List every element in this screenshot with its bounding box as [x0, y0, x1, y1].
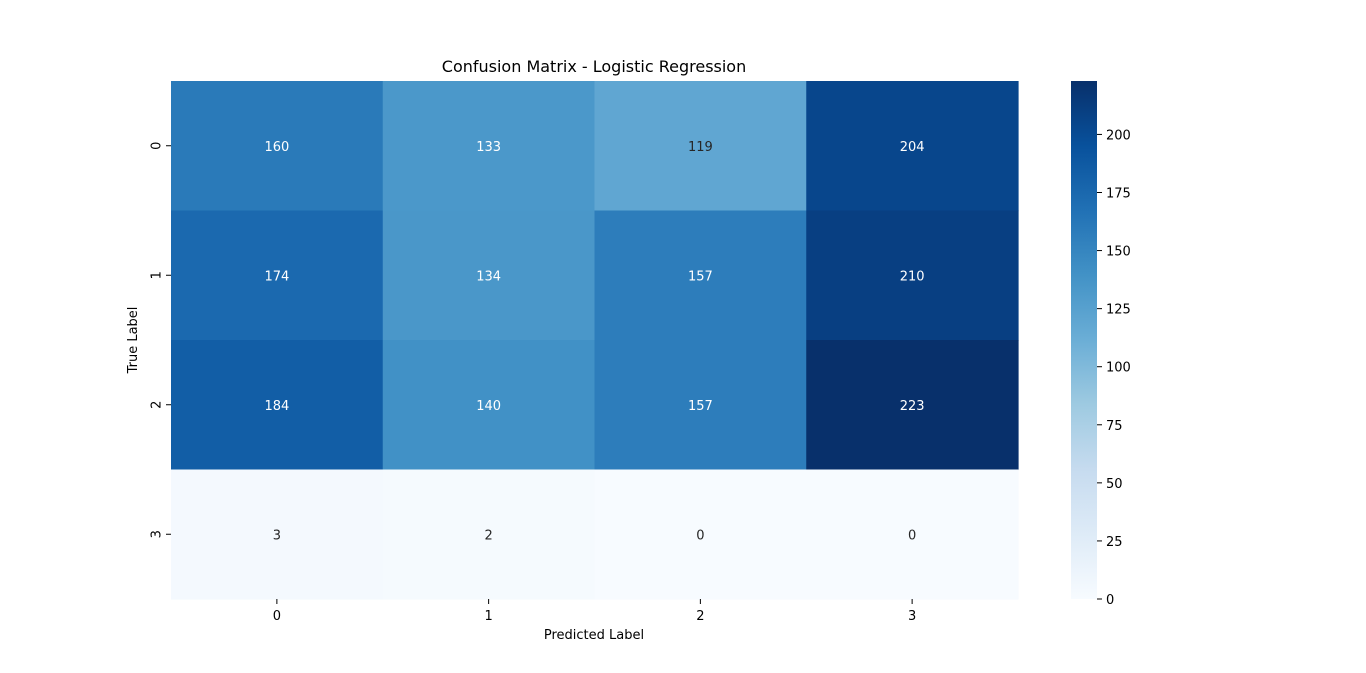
y-tick-label-2: 2 [150, 401, 165, 409]
cell-annotation-1-3: 210 [900, 269, 925, 284]
colorbar-tick-label-1: 25 [1106, 535, 1123, 550]
cell-annotation-2-0: 184 [264, 399, 289, 414]
heatmap-cell-0-2 [594, 81, 807, 212]
heatmap-cell-3-2 [594, 469, 807, 600]
cell-annotation-3-2: 0 [696, 528, 704, 543]
cell-annotation-0-0: 160 [264, 140, 289, 155]
heatmap-cell-1-3 [806, 210, 1019, 341]
colorbar-tick-label-2: 50 [1106, 477, 1123, 492]
x-tick-label-0: 0 [273, 609, 281, 624]
cell-annotation-2-3: 223 [900, 399, 925, 414]
cell-annotation-1-2: 157 [688, 269, 713, 284]
cell-annotation-0-1: 133 [476, 140, 501, 155]
colorbar-tick-label-3: 75 [1106, 419, 1123, 434]
colorbar-tick-label-0: 0 [1106, 593, 1114, 608]
x-tick-label-1: 1 [484, 609, 492, 624]
heatmap-cell-0-0 [171, 81, 384, 212]
heatmap-cell-0-3 [806, 81, 1019, 212]
cell-annotation-3-0: 3 [273, 528, 281, 543]
heatmap-cell-3-3 [806, 469, 1019, 600]
heatmap-cell-2-0 [171, 340, 384, 471]
x-axis: 0 1 2 3 [273, 599, 916, 624]
heatmap-cell-2-3 [806, 340, 1019, 471]
cell-annotation-1-1: 134 [476, 269, 501, 284]
heatmap-cell-3-1 [382, 469, 596, 600]
colorbar-gradient [1071, 81, 1097, 599]
colorbar-tick-label-8: 200 [1106, 128, 1131, 143]
cell-annotation-2-1: 140 [476, 399, 501, 414]
colorbar-tick-label-6: 150 [1106, 245, 1131, 260]
x-tick-label-2: 2 [696, 609, 704, 624]
heatmap-cell-3-0 [171, 469, 384, 600]
heatmap-cell-1-2 [594, 210, 807, 341]
colorbar-tick-label-5: 125 [1106, 303, 1131, 318]
heatmap-cells [171, 81, 1019, 600]
cell-annotation-3-1: 2 [484, 528, 492, 543]
cell-annotation-0-2: 119 [688, 140, 713, 155]
heatmap-cell-0-1 [382, 81, 596, 212]
cell-annotations: 160 133 119 204 174 134 157 210 184 140 157 223 3 2 0 0 [264, 140, 924, 544]
y-axis: 0 1 2 3 [150, 142, 171, 538]
x-axis-label: Predicted Label [544, 628, 644, 643]
heatmap-cell-1-1 [382, 210, 596, 341]
y-tick-label-1: 1 [150, 271, 165, 279]
cell-annotation-1-0: 174 [264, 269, 289, 284]
y-tick-label-0: 0 [150, 142, 165, 150]
colorbar-tick-label-4: 100 [1106, 361, 1131, 376]
heatmap-cell-2-2 [594, 340, 807, 471]
cell-annotation-3-3: 0 [908, 528, 916, 543]
y-tick-label-3: 3 [150, 530, 165, 538]
cell-annotation-0-3: 204 [900, 140, 925, 155]
colorbar-tick-label-7: 175 [1106, 186, 1131, 201]
cell-annotation-2-2: 157 [688, 399, 713, 414]
y-axis-label: True Label [126, 307, 141, 375]
heatmap-cell-1-0 [171, 210, 384, 341]
colorbar: 0 25 50 75 100 125 150 175 200 [1071, 81, 1131, 608]
x-tick-label-3: 3 [908, 609, 916, 624]
heatmap-cell-2-1 [382, 340, 596, 471]
chart-title: Confusion Matrix - Logistic Regression [442, 57, 746, 76]
